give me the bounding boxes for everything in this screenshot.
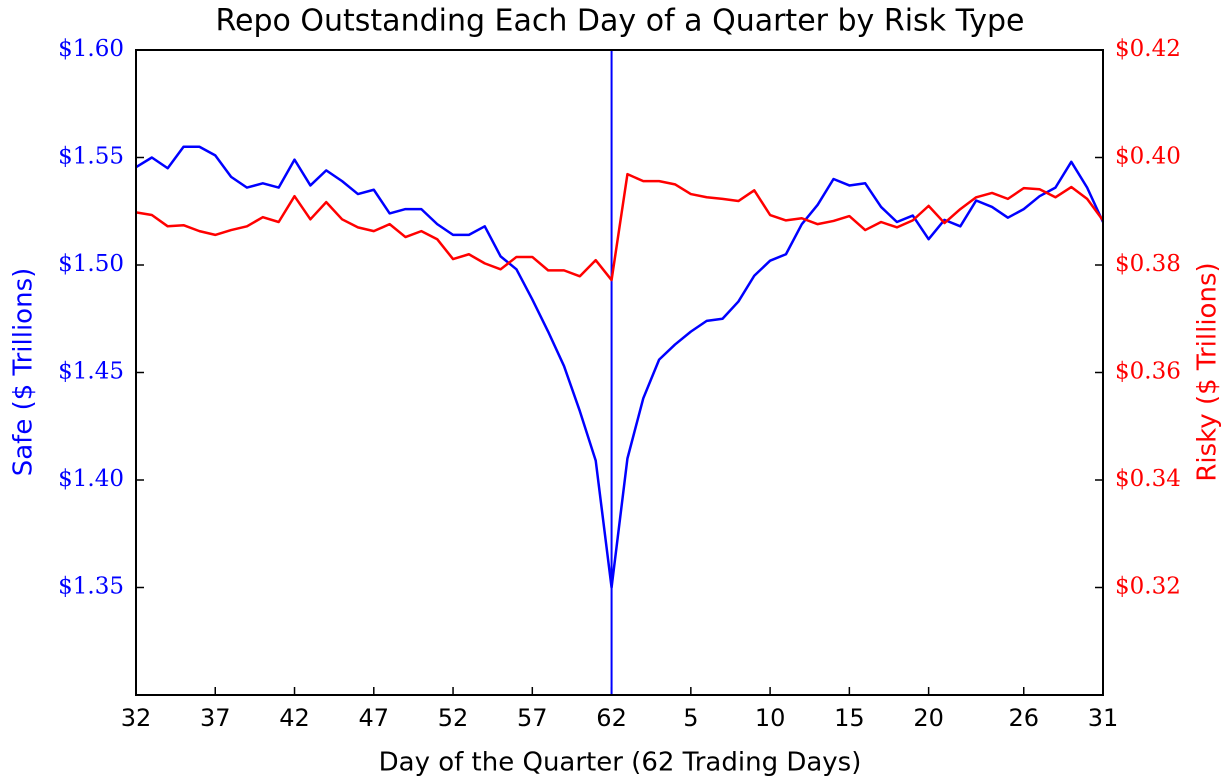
plot-frame [135, 49, 1104, 696]
x-tick-label: 42 [279, 704, 310, 732]
x-tick-label: 37 [200, 704, 231, 732]
y-tick-label: $1.45 [58, 359, 124, 385]
y2-axis-label: Risky ($ Trillions) [1193, 262, 1223, 481]
x-tick-label: 47 [359, 704, 390, 732]
x-tick-label: 62 [596, 704, 627, 732]
y2-tick-label: $0.42 [1115, 36, 1181, 62]
y-tick-label: $1.40 [58, 466, 124, 492]
x-axis-label: Day of the Quarter (62 Trading Days) [379, 748, 862, 778]
x-tick-label: 15 [834, 704, 865, 732]
x-tick-label: 26 [1008, 704, 1039, 732]
x-tick-label: 20 [913, 704, 944, 732]
y-axis-label: Safe ($ Trillions) [9, 268, 39, 477]
x-tick-label: 10 [755, 704, 786, 732]
y-tick-label: $1.35 [58, 574, 124, 600]
x-tick-label: 57 [517, 704, 548, 732]
x-tick-label: 32 [121, 704, 152, 732]
y2-tick-label: $0.32 [1115, 574, 1181, 600]
y2-tick-label: $0.40 [1115, 144, 1181, 170]
y-tick-label: $1.60 [58, 36, 124, 62]
x-tick-label: 31 [1088, 704, 1119, 732]
y-tick-label: $1.50 [58, 251, 124, 277]
y2-tick-label: $0.38 [1115, 251, 1181, 277]
y2-tick-label: $0.34 [1115, 466, 1181, 492]
x-tick-label: 5 [683, 704, 698, 732]
series-line [135, 145, 1105, 589]
y-tick-label: $1.55 [58, 144, 124, 170]
x-tick-label: 52 [438, 704, 469, 732]
series-line [135, 172, 1105, 282]
chart-title: Repo Outstanding Each Day of a Quarter b… [216, 4, 1025, 39]
y2-tick-label: $0.36 [1115, 359, 1181, 385]
